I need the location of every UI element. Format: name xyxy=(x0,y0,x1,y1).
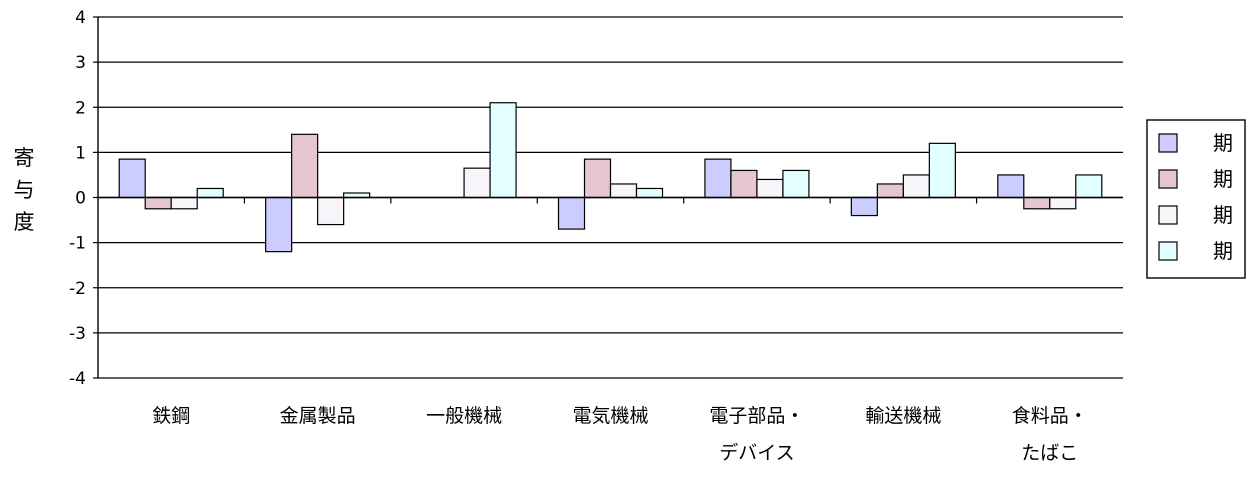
bar xyxy=(782,169,810,199)
bar xyxy=(118,158,146,199)
bar xyxy=(317,196,345,226)
bar xyxy=(997,174,1025,199)
bars xyxy=(118,102,1103,253)
y-axis-label-char: 寄 xyxy=(14,146,35,170)
bar xyxy=(583,158,612,199)
y-axis-ticks: 4 3 2 1 0 -1 -2 -3 -4 xyxy=(69,8,98,389)
bar xyxy=(463,167,491,199)
bar xyxy=(291,133,319,199)
bar xyxy=(1049,196,1077,210)
legend-swatch xyxy=(1158,169,1178,189)
y-axis-label-char: 度 xyxy=(14,210,35,234)
y-tick-label: -2 xyxy=(69,279,86,299)
category-label: 輸送機械 xyxy=(865,405,941,427)
bar xyxy=(902,174,930,199)
bar xyxy=(1075,174,1103,199)
legend-label: 期 xyxy=(1213,131,1233,155)
axes xyxy=(97,17,1123,378)
category-label: 電子部品・ xyxy=(709,405,804,427)
legend-swatch xyxy=(1158,133,1178,153)
category-label: 食料品・ xyxy=(1012,405,1088,427)
y-tick-label: -1 xyxy=(69,234,86,254)
category-labels: 鉄鋼 金属製品 一般機械 電気機械 電子部品・デバイス 輸送機械 食料品・たばこ xyxy=(152,405,1088,464)
bar xyxy=(730,169,758,199)
y-tick-label: 2 xyxy=(75,98,86,118)
bar xyxy=(170,196,198,210)
y-tick-label: 1 xyxy=(75,143,86,163)
bar xyxy=(850,196,878,217)
bar xyxy=(144,196,172,210)
y-axis-label: 寄与度 xyxy=(14,146,35,234)
bar xyxy=(876,183,904,199)
bar xyxy=(1023,196,1051,210)
bar xyxy=(557,196,586,230)
y-tick-label: -4 xyxy=(69,369,86,389)
y-tick-label: 4 xyxy=(75,8,86,28)
bar xyxy=(265,196,293,253)
legend-label: 期 xyxy=(1213,239,1233,263)
bar xyxy=(756,178,784,199)
bar xyxy=(704,158,732,199)
y-tick-label: -3 xyxy=(69,324,86,344)
category-label: 電気機械 xyxy=(572,405,648,427)
y-tick-label: 0 xyxy=(75,189,86,209)
bar xyxy=(489,102,517,199)
bar xyxy=(928,142,956,199)
y-axis-label-char: 与 xyxy=(14,178,35,202)
legend-swatch xyxy=(1158,241,1178,261)
category-label: デバイス xyxy=(719,442,794,464)
category-label: 一般機械 xyxy=(426,405,502,427)
category-label: 金属製品 xyxy=(280,405,356,427)
legend-label: 期 xyxy=(1213,203,1233,227)
y-tick-label: 3 xyxy=(75,53,86,73)
bar xyxy=(196,187,224,199)
bar xyxy=(609,183,638,199)
category-label: たばこ xyxy=(1021,442,1078,464)
legend-label: 期 xyxy=(1213,167,1233,191)
legend-swatch xyxy=(1158,205,1178,225)
bar xyxy=(635,187,664,199)
category-label: 鉄鋼 xyxy=(152,405,190,427)
